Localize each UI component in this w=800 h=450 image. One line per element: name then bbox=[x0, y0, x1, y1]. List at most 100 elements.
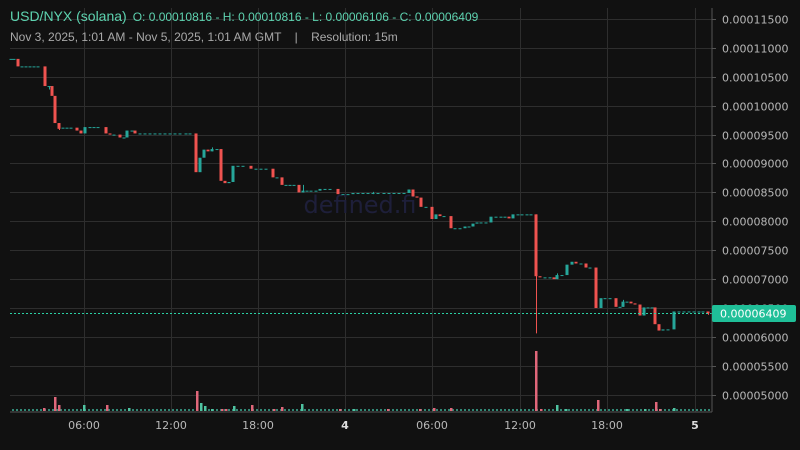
candle bbox=[112, 134, 116, 136]
volume-bar bbox=[597, 400, 600, 411]
candle bbox=[133, 130, 137, 134]
candle bbox=[525, 214, 529, 216]
candle bbox=[467, 226, 471, 228]
time-tick-label: 5 bbox=[691, 419, 699, 432]
candle bbox=[650, 307, 654, 309]
volume-bar bbox=[54, 397, 57, 411]
candle bbox=[538, 276, 542, 278]
candle bbox=[599, 298, 603, 308]
candle bbox=[516, 214, 520, 216]
time-axis[interactable]: 06:00 12:00 18:00 4 06:00 12:00 18:00 5 bbox=[68, 419, 699, 432]
candle bbox=[280, 177, 284, 185]
volume-bar bbox=[281, 407, 284, 411]
candle bbox=[65, 127, 69, 129]
candle bbox=[32, 66, 36, 68]
price-axis[interactable]: 0.00011500 0.00011000 0.00010500 0.00010000… bbox=[712, 14, 788, 403]
volume-bar bbox=[211, 409, 214, 411]
candle bbox=[288, 184, 292, 186]
candle bbox=[629, 301, 633, 304]
candles bbox=[9, 58, 710, 334]
candle bbox=[69, 127, 73, 129]
candle bbox=[475, 222, 479, 224]
candle bbox=[96, 127, 100, 129]
candle bbox=[484, 222, 488, 224]
price-tick-label: 0.00008000 bbox=[722, 216, 788, 229]
price-tick-label: 0.00008500 bbox=[722, 187, 788, 200]
volume-bar bbox=[273, 409, 276, 411]
candle bbox=[387, 192, 391, 194]
price-tick-label: 0.00006000 bbox=[722, 332, 788, 345]
candle bbox=[666, 329, 670, 331]
volume-bar bbox=[535, 351, 538, 411]
volume-bar bbox=[233, 406, 236, 411]
candle bbox=[657, 324, 661, 331]
candle bbox=[361, 192, 365, 194]
candle bbox=[16, 58, 20, 67]
time-tick-label: 18:00 bbox=[591, 419, 623, 432]
candle bbox=[511, 214, 515, 219]
candle bbox=[471, 223, 475, 227]
candle bbox=[449, 216, 453, 229]
volume-bar bbox=[433, 408, 436, 411]
volume-bar bbox=[673, 408, 676, 411]
volume-bar bbox=[339, 409, 342, 411]
candle bbox=[328, 188, 332, 190]
candle bbox=[47, 86, 51, 88]
candle bbox=[621, 301, 625, 307]
volume-bar bbox=[200, 403, 203, 411]
volume-bar bbox=[221, 409, 224, 411]
time-tick-label: 4 bbox=[341, 419, 349, 432]
candle bbox=[534, 214, 538, 277]
candle bbox=[153, 133, 157, 135]
candle bbox=[83, 127, 87, 134]
candle bbox=[284, 184, 288, 186]
candle bbox=[236, 165, 240, 167]
candle bbox=[419, 197, 423, 207]
candle bbox=[163, 133, 167, 135]
candle bbox=[565, 264, 569, 276]
candle bbox=[588, 267, 592, 269]
candle bbox=[28, 66, 32, 68]
candle bbox=[9, 58, 13, 60]
candle bbox=[108, 133, 112, 135]
volume-bar bbox=[387, 409, 390, 411]
candle bbox=[206, 149, 210, 152]
candle bbox=[672, 311, 676, 330]
candle bbox=[219, 149, 223, 181]
candle bbox=[75, 127, 79, 131]
candle bbox=[178, 133, 182, 135]
candle bbox=[608, 298, 612, 300]
candle bbox=[594, 267, 598, 308]
candle bbox=[215, 149, 219, 151]
candle bbox=[430, 206, 434, 219]
candle bbox=[24, 66, 28, 68]
candle bbox=[188, 133, 192, 135]
candle bbox=[453, 228, 457, 230]
candle bbox=[463, 226, 467, 229]
candle bbox=[494, 216, 498, 218]
candle bbox=[184, 133, 188, 135]
candle bbox=[692, 311, 696, 313]
volume-bar bbox=[626, 409, 629, 411]
candle bbox=[314, 190, 318, 192]
candle bbox=[442, 216, 446, 218]
candle bbox=[402, 192, 406, 194]
candle bbox=[697, 311, 701, 313]
candle bbox=[231, 165, 235, 182]
candle bbox=[118, 134, 122, 138]
candle bbox=[411, 189, 415, 197]
candle bbox=[297, 184, 301, 193]
price-tick-label: 0.00010000 bbox=[722, 101, 788, 114]
volume-bar bbox=[251, 405, 254, 411]
candle bbox=[366, 192, 370, 194]
candle bbox=[254, 168, 258, 170]
candle bbox=[376, 192, 380, 194]
candle bbox=[292, 184, 296, 186]
candle bbox=[687, 311, 691, 313]
candle bbox=[79, 130, 83, 134]
candle bbox=[20, 66, 24, 68]
candle bbox=[227, 181, 231, 184]
candle bbox=[173, 133, 177, 135]
